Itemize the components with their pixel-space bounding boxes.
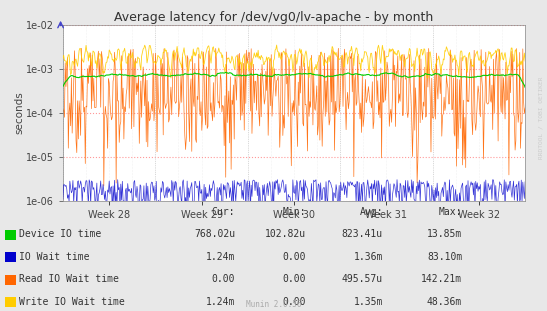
Text: 1.24m: 1.24m <box>206 252 235 262</box>
Text: RRDTOOL / TOBI OETIKER: RRDTOOL / TOBI OETIKER <box>538 77 543 160</box>
Text: 0.00: 0.00 <box>283 274 306 284</box>
Text: Device IO time: Device IO time <box>19 230 101 239</box>
Text: 823.41u: 823.41u <box>342 230 383 239</box>
Text: 0.00: 0.00 <box>283 297 306 307</box>
Text: Average latency for /dev/vg0/lv-apache - by month: Average latency for /dev/vg0/lv-apache -… <box>114 11 433 24</box>
Text: 83.10m: 83.10m <box>427 252 462 262</box>
Text: 495.57u: 495.57u <box>342 274 383 284</box>
Text: 0.00: 0.00 <box>212 274 235 284</box>
Text: Avg:: Avg: <box>359 207 383 217</box>
Text: Write IO Wait time: Write IO Wait time <box>19 297 125 307</box>
Text: 1.24m: 1.24m <box>206 297 235 307</box>
Text: Read IO Wait time: Read IO Wait time <box>19 274 119 284</box>
Text: 102.82u: 102.82u <box>265 230 306 239</box>
Text: 0.00: 0.00 <box>283 252 306 262</box>
Y-axis label: seconds: seconds <box>14 91 25 134</box>
Text: 1.36m: 1.36m <box>353 252 383 262</box>
Text: 142.21m: 142.21m <box>421 274 462 284</box>
Text: 768.02u: 768.02u <box>194 230 235 239</box>
Text: Min:: Min: <box>283 207 306 217</box>
Text: IO Wait time: IO Wait time <box>19 252 90 262</box>
Text: Cur:: Cur: <box>212 207 235 217</box>
Text: 1.35m: 1.35m <box>353 297 383 307</box>
Text: Munin 2.0.56: Munin 2.0.56 <box>246 299 301 309</box>
Text: 48.36m: 48.36m <box>427 297 462 307</box>
Text: Max:: Max: <box>439 207 462 217</box>
Text: 13.85m: 13.85m <box>427 230 462 239</box>
